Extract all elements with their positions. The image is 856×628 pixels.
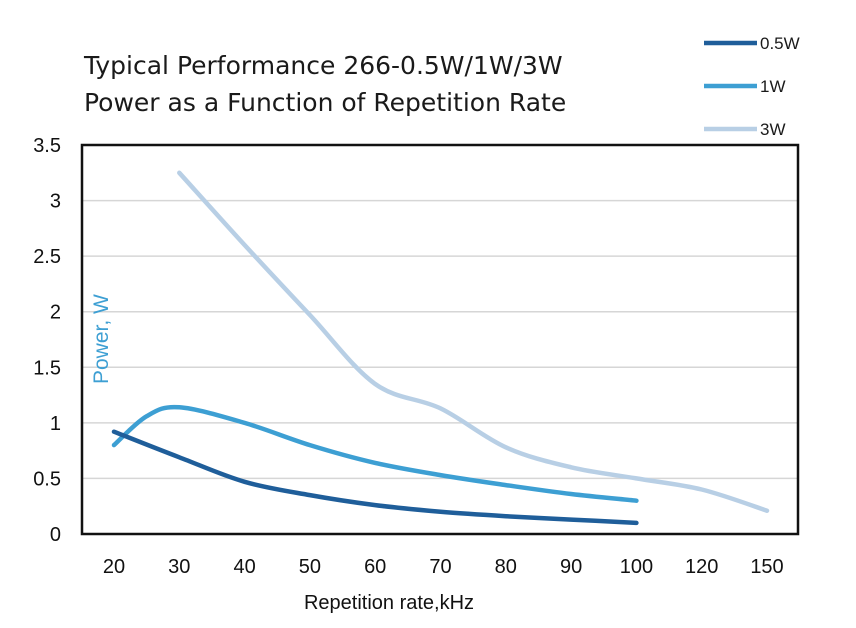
y-tick-label: 2.5 [33, 246, 61, 268]
y-tick-label: 2 [50, 302, 61, 324]
x-tick-label: 120 [685, 556, 718, 578]
chart-subtitle: Power as a Function of Repetition Rate [84, 88, 566, 117]
y-tick-label: 0 [50, 524, 61, 546]
y-tick-label: 1 [50, 413, 61, 435]
series-line-0.5W [111, 429, 639, 526]
y-tick-label: 0.5 [33, 468, 61, 490]
y-tick-label: 3.5 [33, 135, 61, 157]
legend-label-1W: 1W [760, 77, 786, 96]
y-axis-tick-labels: 0 0.5 1 1.5 2 2.5 3 3.5 [33, 135, 61, 546]
gridlines [82, 199, 798, 480]
y-axis-label: Power, W [90, 294, 113, 384]
chart-title: Typical Performance 266-0.5W/1W/3W [83, 51, 563, 80]
x-tick-label: 20 [103, 556, 125, 578]
series-line-1W [111, 404, 639, 503]
x-tick-label: 90 [560, 556, 582, 578]
x-tick-label: 80 [495, 556, 517, 578]
x-tick-label: 70 [429, 556, 451, 578]
y-tick-label: 1.5 [33, 357, 61, 379]
legend: 0.5W 1W 3W [704, 34, 800, 139]
x-tick-label: 30 [168, 556, 190, 578]
x-tick-label: 50 [299, 556, 321, 578]
x-tick-label: 100 [620, 556, 653, 578]
plot-area-frame [80, 143, 800, 536]
x-tick-label: 150 [750, 556, 783, 578]
legend-label-3W: 3W [760, 120, 786, 139]
x-axis-label: Repetition rate,kHz [304, 592, 474, 614]
legend-label-0.5W: 0.5W [760, 34, 800, 53]
y-tick-label: 3 [50, 191, 61, 213]
series-line-3W [177, 170, 770, 513]
series-lines [111, 170, 770, 526]
x-axis-tick-labels: 20 30 40 50 60 70 80 90 100 120 150 [103, 556, 784, 578]
x-tick-label: 40 [233, 556, 255, 578]
x-tick-label: 60 [364, 556, 386, 578]
